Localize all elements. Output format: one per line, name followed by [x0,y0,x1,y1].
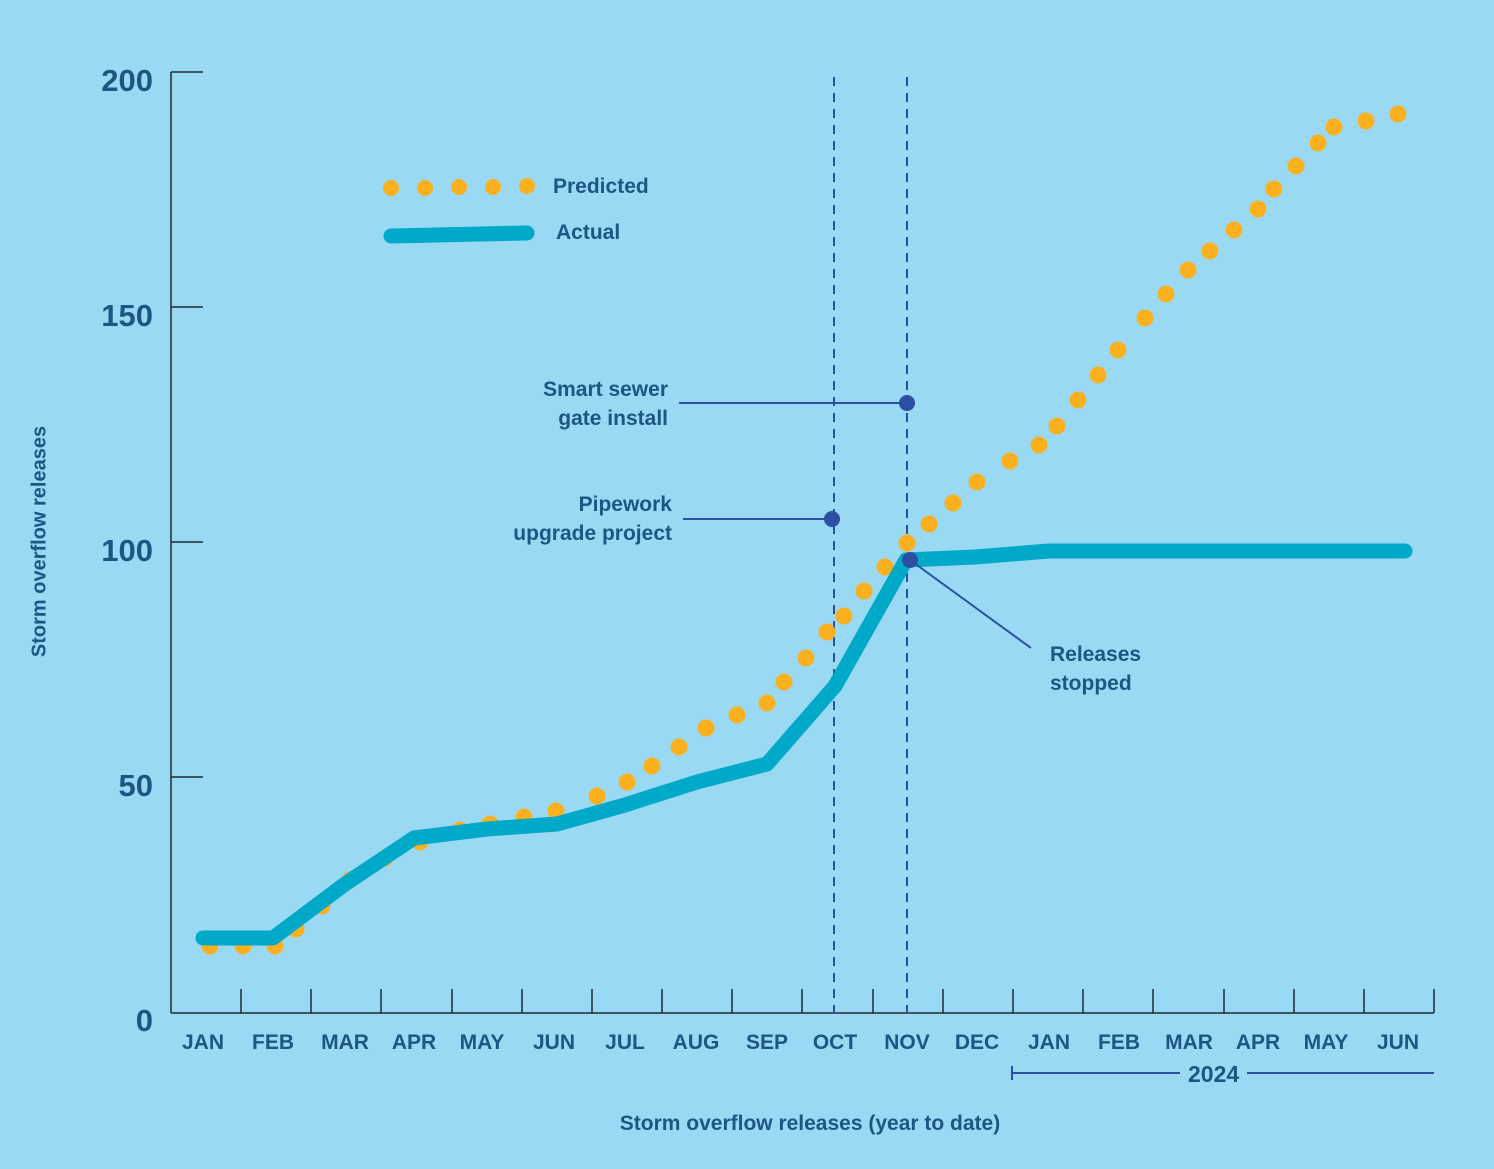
annotation-smart-line1: Smart sewer [543,378,668,401]
annotation-leaders [679,402,1032,649]
y-tick-50: 50 [118,768,153,803]
x-tick-label: FEB [1098,1031,1140,1054]
x-axis-title: Storm overflow releases (year to date) [619,1112,1001,1135]
y-tick-100: 100 [101,533,153,568]
annotation-pipe-line2: upgrade project [513,522,672,545]
legend-actual-label: Actual [556,221,621,244]
legend-predicted-label: Predicted [553,175,649,198]
year-label: 2024 [1180,1061,1248,1088]
x-tick-label: AUG [672,1031,720,1054]
x-tick-label: JUL [605,1031,645,1054]
x-tick-label: JUN [532,1031,575,1054]
x-tick-label: MAY [1303,1031,1349,1054]
smart-gate-marker [899,395,915,411]
releases-stopped-marker [902,552,918,568]
annotation-pipework: Pipework upgrade project [513,490,672,548]
annotation-smart-sewer: Smart sewer gate install [543,375,668,433]
legend-actual-swatch [383,225,535,244]
annotation-rel-line1: Releases [1050,643,1142,666]
legend-predicted-swatch [383,178,535,196]
x-tick-label: NOV [884,1031,930,1054]
x-tick-label: JUN [1376,1031,1419,1054]
annotation-rel-line2: stopped [1050,672,1132,695]
x-tick-label: DEC [954,1031,1000,1054]
x-tick-label: APR [391,1031,437,1054]
x-tick-label: SEP [745,1031,789,1054]
x-tick-label: JAN [181,1031,224,1054]
x-tick-label: MAY [459,1031,505,1054]
annotation-smart-line2: gate install [558,407,668,430]
y-tick-0: 0 [135,1003,153,1038]
y-tick-200: 200 [101,63,153,98]
annotation-releases-stopped: Releases stopped [1050,640,1141,698]
axes [170,71,1435,1014]
x-tick-label: FEB [252,1031,294,1054]
actual-series [195,543,1413,946]
annotation-pipe-line1: Pipework [578,493,672,516]
x-tick-label: OCT [812,1031,858,1054]
y-tick-150: 150 [101,298,153,333]
x-tick-label: MAR [1165,1031,1213,1054]
x-tick-label: JAN [1027,1031,1070,1054]
y-axis-title: Storm overflow releases [28,425,51,658]
pipework-marker [824,511,840,527]
predicted-series [201,105,1407,955]
x-tick-label: MAR [321,1031,369,1054]
x-tick-label: APR [1235,1031,1281,1054]
